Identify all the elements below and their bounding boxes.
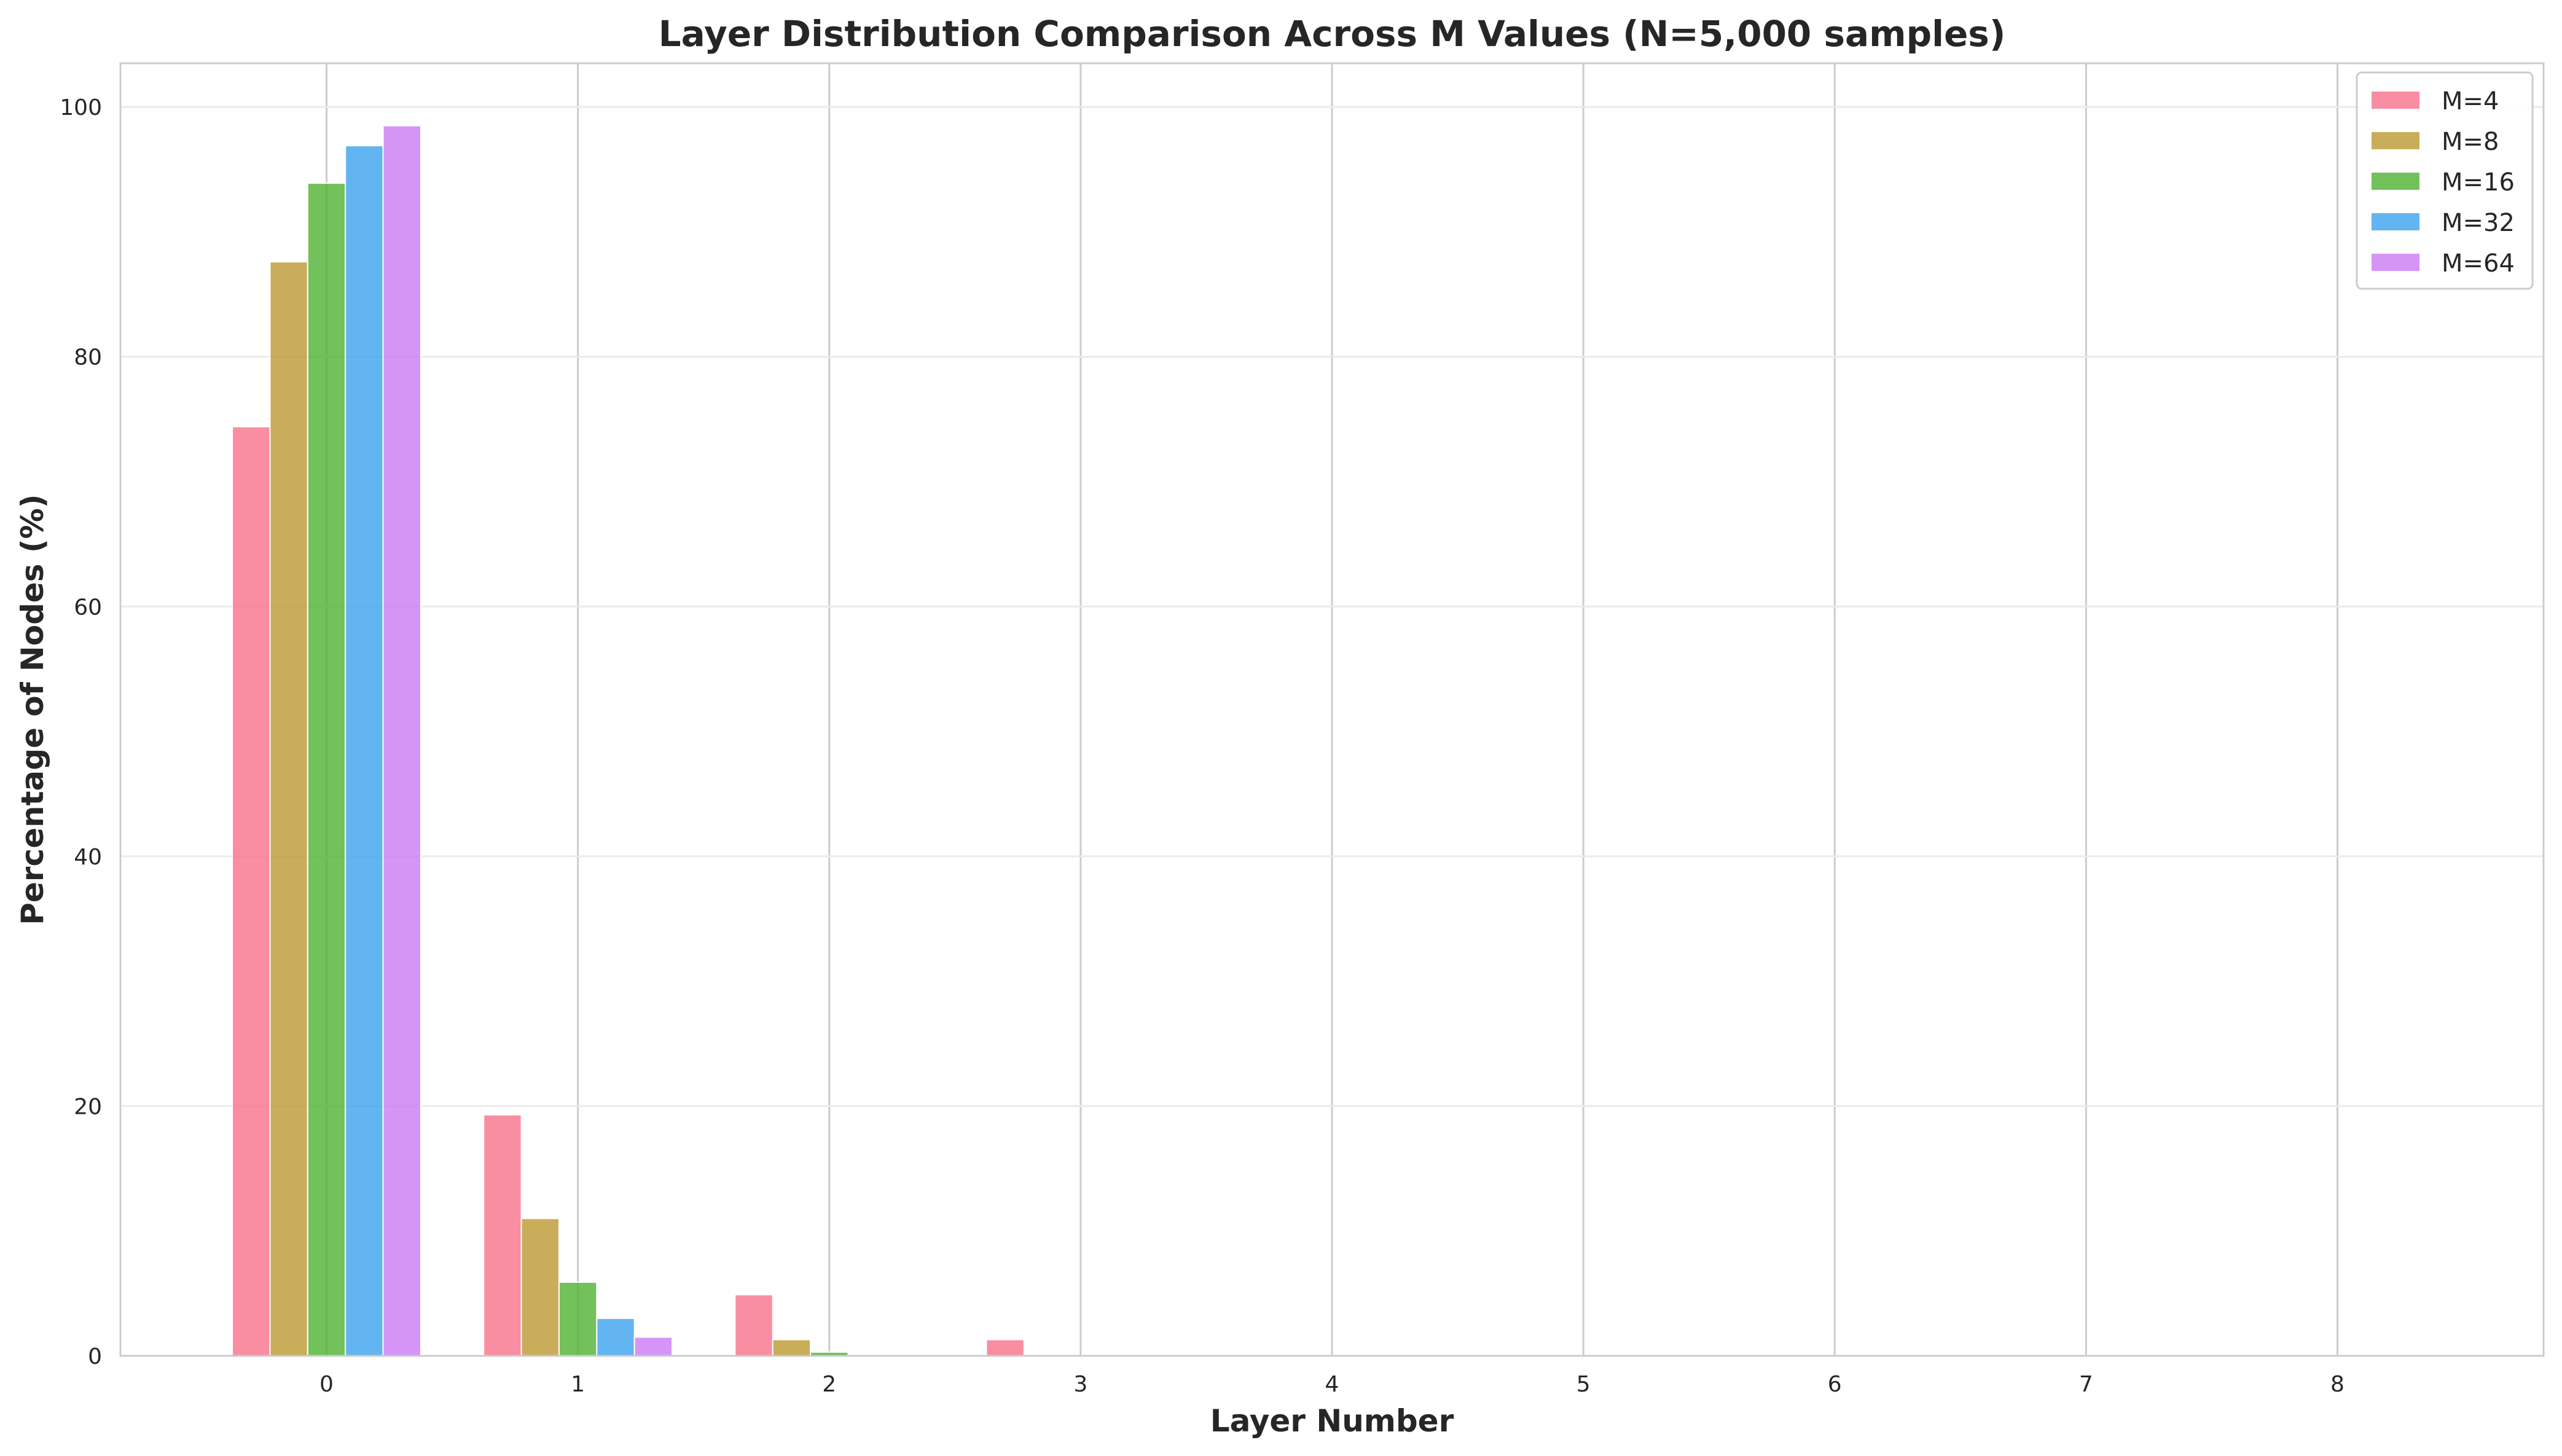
bar xyxy=(307,182,347,1357)
bars-group xyxy=(232,125,1528,1357)
x-tick-label: 8 xyxy=(2330,1372,2345,1397)
legend-swatch xyxy=(2372,254,2419,271)
x-tick-label: 4 xyxy=(1325,1372,1339,1397)
y-tick-label: 40 xyxy=(74,845,102,870)
legend: M=4 M=8 M=16 M=32 M=64 xyxy=(2356,71,2534,290)
legend-swatch xyxy=(2372,213,2419,230)
legend-box xyxy=(2356,71,2534,290)
x-tick-label: 5 xyxy=(1577,1372,1591,1397)
bar xyxy=(985,1339,1025,1357)
legend-label: M=4 xyxy=(2442,87,2499,115)
bar xyxy=(596,1318,635,1356)
bar xyxy=(232,426,271,1356)
bar xyxy=(382,125,421,1357)
y-tick-label: 100 xyxy=(60,95,102,120)
bar xyxy=(483,1114,522,1356)
bar xyxy=(633,1336,673,1357)
legend-label: M=64 xyxy=(2442,249,2515,278)
y-axis-label: Percentage of Nodes (%) xyxy=(15,494,50,925)
x-axis-label: Layer Number xyxy=(1210,1403,1454,1439)
bar xyxy=(345,145,384,1357)
legend-swatch xyxy=(2372,92,2419,109)
legend-label: M=8 xyxy=(2442,128,2499,156)
x-tick-label: 3 xyxy=(1073,1372,1087,1397)
legend-label: M=16 xyxy=(2442,168,2515,197)
legend-label: M=32 xyxy=(2442,209,2515,237)
bar xyxy=(734,1294,774,1357)
legend-swatch xyxy=(2372,173,2419,190)
x-tick-label: 2 xyxy=(822,1372,836,1397)
x-tick-label: 6 xyxy=(1828,1372,1842,1397)
x-tick-label: 0 xyxy=(319,1372,334,1397)
y-tick-label: 80 xyxy=(74,345,102,370)
bar xyxy=(772,1339,812,1357)
chart-title: Layer Distribution Comparison Across M V… xyxy=(659,13,2006,55)
bar xyxy=(269,261,308,1357)
x-tick-label: 1 xyxy=(571,1372,585,1397)
y-tick-label: 0 xyxy=(88,1344,102,1369)
x-tick-label: 7 xyxy=(2079,1372,2093,1397)
plot-area-frame xyxy=(119,62,2545,1357)
bar xyxy=(520,1218,560,1356)
y-tick-label: 60 xyxy=(74,595,102,620)
y-tick-label: 20 xyxy=(74,1094,102,1119)
legend-swatch xyxy=(2372,132,2419,149)
bar xyxy=(558,1282,598,1356)
